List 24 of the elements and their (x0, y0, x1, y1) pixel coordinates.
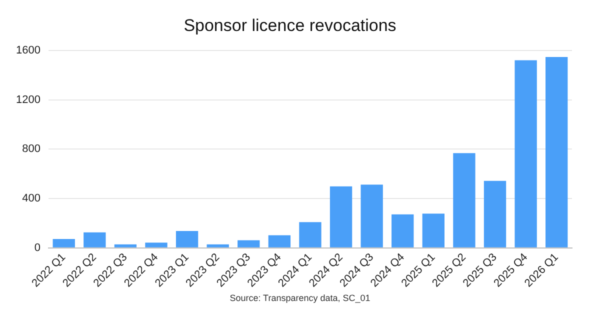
source-note: Source: Transparency data, SC_01 (228, 293, 372, 303)
bar (238, 240, 260, 248)
bar (422, 214, 445, 248)
bar (546, 56, 568, 248)
y-tick-label: 800 (22, 143, 40, 156)
bar (176, 231, 198, 248)
bar (114, 244, 137, 248)
bar (453, 153, 476, 248)
chart-title: Sponsor licence revocations (184, 16, 396, 35)
y-tick-label: 1600 (16, 44, 40, 56)
bar (268, 235, 291, 248)
bar (145, 242, 168, 248)
bar (52, 238, 75, 248)
bar (84, 232, 106, 248)
bar (360, 184, 383, 248)
y-tick-label: 1200 (16, 94, 40, 106)
bar (299, 222, 322, 248)
y-tick-label: 0 (34, 242, 40, 254)
bar (392, 214, 414, 248)
bar (484, 180, 506, 248)
bar (514, 60, 537, 248)
bar (330, 186, 352, 248)
y-tick-label: 400 (22, 192, 40, 204)
bar (206, 244, 229, 248)
